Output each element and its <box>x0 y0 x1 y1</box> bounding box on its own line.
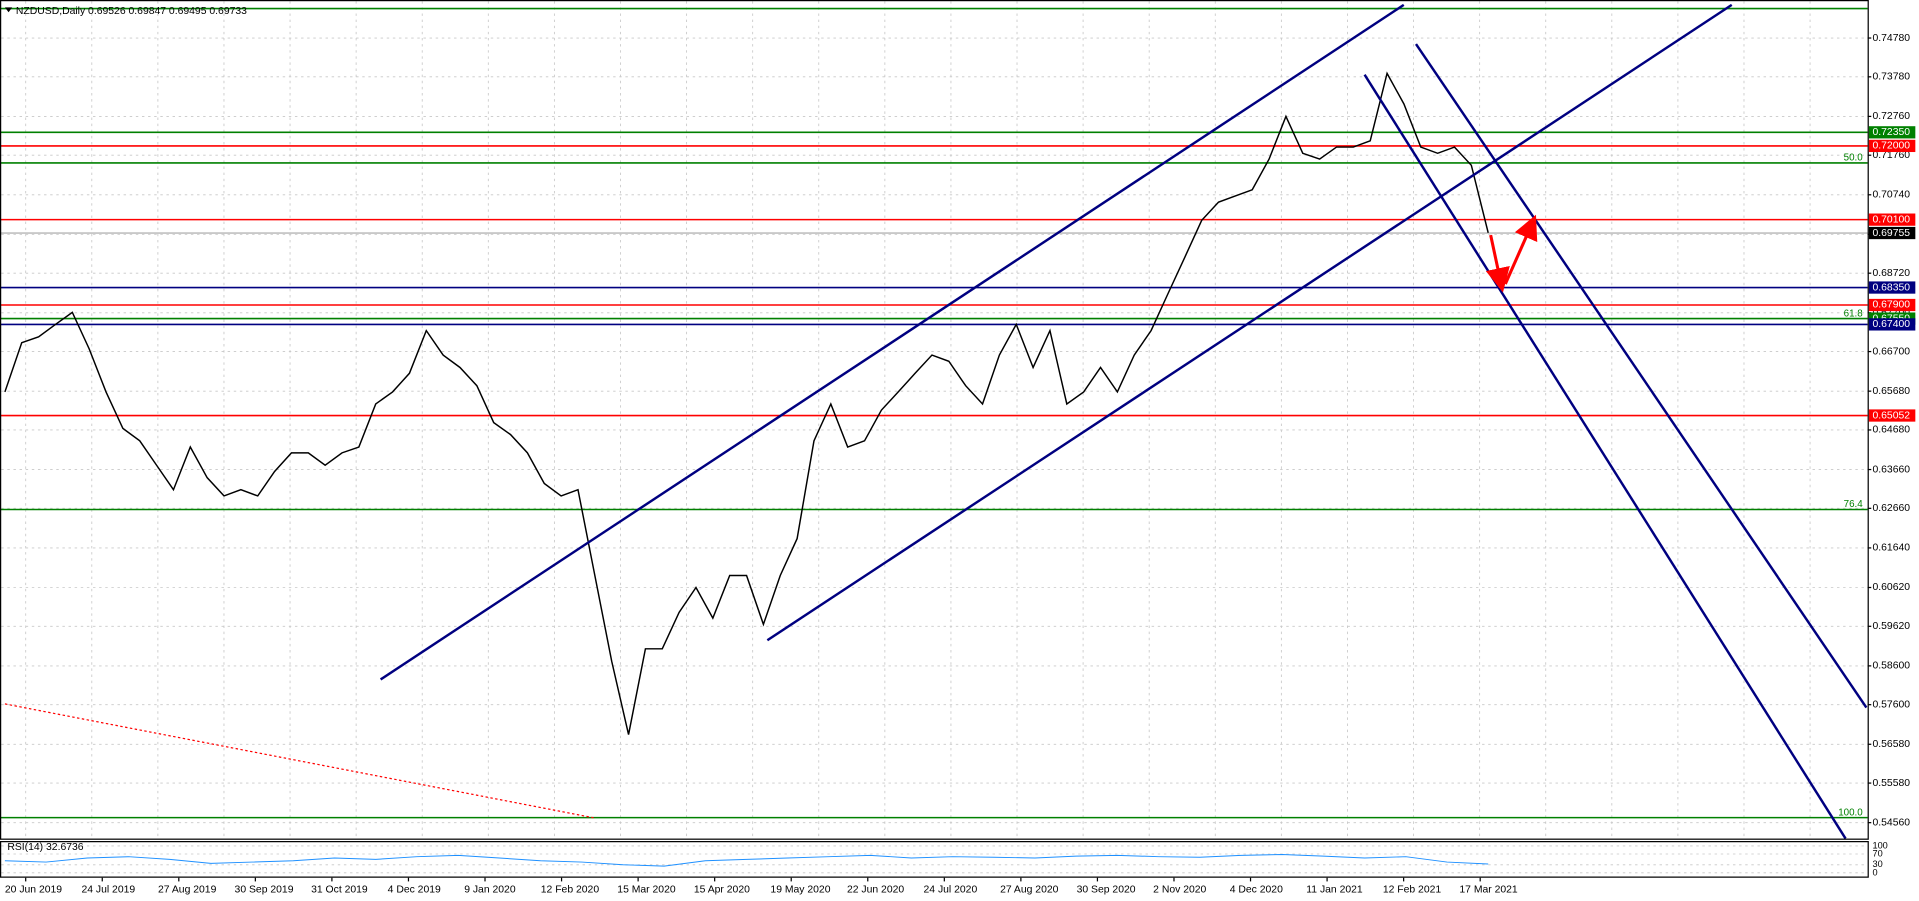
y-tick-label: 0.72760 <box>1872 111 1910 122</box>
price-marks <box>4 71 1489 735</box>
x-tick-label: 27 Aug 2019 <box>158 885 217 896</box>
x-tick-label: 27 Aug 2020 <box>1000 885 1059 896</box>
x-tick-label: 17 Mar 2021 <box>1459 885 1518 896</box>
level-label-box <box>1868 213 1916 226</box>
levels: 50.0 61.8 76.4 100.0 <box>0 7 1868 819</box>
y-tick-label: 0.56580 <box>1872 739 1910 750</box>
level-label: 0.69755 <box>1872 228 1910 239</box>
y-tick-label: 0.55580 <box>1872 778 1910 789</box>
rsi-tick-label: 30 <box>1872 859 1882 869</box>
rsi-tick-label: 70 <box>1872 848 1882 858</box>
x-tick-label: 31 Oct 2019 <box>311 885 368 896</box>
y-tick-label: 0.66700 <box>1872 346 1910 357</box>
rsi-tick-label: 0 <box>1872 867 1877 877</box>
fib-label: 76.4 <box>1844 499 1864 510</box>
arrow-down <box>1485 234 1510 293</box>
x-tick-label: 30 Sep 2020 <box>1077 885 1136 896</box>
arrow-up <box>1503 214 1538 285</box>
y-tick-label: 0.59620 <box>1872 621 1910 632</box>
x-tick-label: 30 Sep 2019 <box>235 885 294 896</box>
x-tick-label: 22 Jun 2020 <box>847 885 904 896</box>
x-tick-label: 24 Jul 2019 <box>81 885 135 896</box>
x-tick-label: 12 Feb 2021 <box>1383 885 1442 896</box>
chart-title: NZDUSD,Daily 0.69526 0.69847 0.69495 0.6… <box>16 6 247 17</box>
y-tick-label: 0.63660 <box>1872 464 1910 475</box>
level-label: 0.65052 <box>1872 410 1910 421</box>
x-tick-label: 15 Apr 2020 <box>694 885 750 896</box>
x-tick-label: 4 Dec 2019 <box>388 885 441 896</box>
title-icon <box>4 7 13 13</box>
rsi-tick-label: 100 <box>1872 840 1887 850</box>
y-tick-label: 0.60620 <box>1872 582 1910 593</box>
channel-upper <box>379 3 1405 681</box>
level-label-box <box>1868 298 1916 312</box>
y-tick-label: 0.70740 <box>1872 190 1910 201</box>
y-tick-label: 0.71760 <box>1872 150 1910 161</box>
dotted-trend <box>4 703 594 819</box>
y-tick-label: 0.74780 <box>1872 33 1910 44</box>
level-label-box <box>1868 409 1916 422</box>
x-tick-label: 9 Jan 2020 <box>464 885 516 896</box>
y-tick-label: 0.73780 <box>1872 72 1910 83</box>
x-tick-label: 15 Mar 2020 <box>617 885 676 896</box>
y-tick-label: 0.64680 <box>1872 425 1910 436</box>
level-label-box <box>1868 281 1916 294</box>
x-tick-label: 11 Jan 2021 <box>1306 885 1363 896</box>
level-label: 0.67900 <box>1872 300 1910 311</box>
down-channel-upper <box>1414 43 1868 709</box>
y-tick-label: 0.54560 <box>1872 817 1910 828</box>
rsi-label: RSI(14) 32.6736 <box>7 842 83 853</box>
grid <box>1 1 1868 874</box>
fib-label: 61.8 <box>1844 308 1864 319</box>
level-label: 0.70100 <box>1872 214 1910 225</box>
y-tick-label: 0.58600 <box>1872 661 1910 672</box>
level-label-box <box>1868 226 1916 240</box>
x-tick-label: 12 Feb 2020 <box>541 885 600 896</box>
fib-label: 50.0 <box>1844 153 1864 164</box>
y-tick-label: 0.65680 <box>1872 386 1910 397</box>
rsi-frame <box>0 841 1869 878</box>
y-tick-label: 0.68720 <box>1872 268 1910 279</box>
axes: 0.74780 0.73780 0.72760 0.71760 0.70740 0.697… <box>5 33 1916 896</box>
level-label: 0.68350 <box>1872 282 1910 293</box>
down-channel-lower <box>1363 74 1847 840</box>
x-tick-label: 19 May 2020 <box>770 885 830 896</box>
trend-lines <box>379 3 1868 840</box>
level-label: 0.72350 <box>1872 127 1910 138</box>
y-tick-label: 0.62660 <box>1872 503 1910 514</box>
rsi-line <box>4 854 1489 867</box>
x-tick-label: 24 Jul 2020 <box>924 885 978 896</box>
price-line <box>4 71 1489 735</box>
level-label: 0.72000 <box>1872 141 1910 152</box>
channel-lower <box>766 3 1733 642</box>
plot-frame <box>0 0 1869 840</box>
fib-label: 100.0 <box>1838 807 1863 818</box>
x-tick-label: 4 Dec 2020 <box>1230 885 1283 896</box>
y-tick-label: 0.57600 <box>1872 699 1910 710</box>
level-label: 0.67400 <box>1872 319 1910 330</box>
y-tick-label: 0.61640 <box>1872 543 1910 554</box>
level-label-box <box>1868 139 1916 153</box>
level-label-box <box>1868 318 1916 331</box>
level-label-box <box>1868 126 1916 139</box>
x-tick-label: 20 Jun 2019 <box>5 885 62 896</box>
x-tick-label: 2 Nov 2020 <box>1153 885 1206 896</box>
